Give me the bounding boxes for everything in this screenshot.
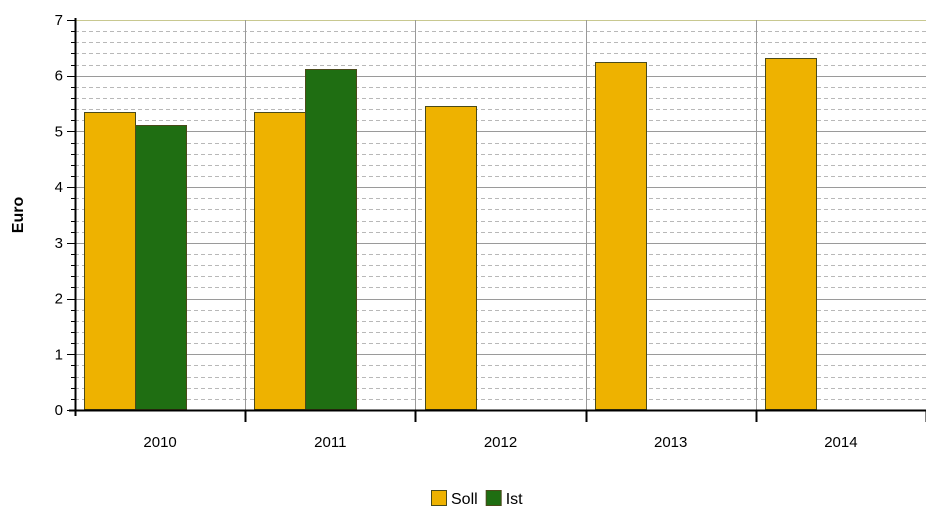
x-tick-label: 2011: [314, 434, 346, 451]
y-tick-label: 7: [55, 12, 63, 29]
axes: [67, 18, 926, 422]
y-tick-label: 4: [55, 179, 63, 196]
bar-soll-2011: [254, 112, 306, 410]
bars: [84, 58, 817, 410]
y-tick-label: 5: [55, 123, 63, 140]
y-axis-title: Euro: [10, 197, 27, 234]
bar-ist-2010: [135, 125, 187, 410]
legend: Soll Ist: [431, 490, 523, 508]
x-tick-label: 2014: [824, 434, 857, 451]
bar-soll-2014: [765, 58, 817, 410]
y-tick-label: 1: [55, 346, 63, 363]
legend-label-soll: Soll: [451, 491, 478, 508]
y-tick-label: 6: [55, 68, 63, 85]
y-tick-labels: 0 1 2 3 4 5 6 7: [55, 12, 63, 419]
legend-swatch-ist: [485, 490, 502, 506]
legend-label-ist: Ist: [506, 491, 523, 508]
y-tick-label: 3: [55, 235, 63, 252]
bar-soll-2013: [595, 62, 647, 410]
y-tick-label: 2: [55, 291, 63, 308]
y-tick-label: 0: [55, 402, 63, 419]
x-tick-label: 2012: [484, 434, 517, 451]
x-tick-label: 2013: [654, 434, 687, 451]
x-tick-labels: 2010 2011 2012 2013 2014: [143, 434, 857, 451]
bar-ist-2011: [305, 69, 357, 410]
x-tick-label: 2010: [143, 434, 176, 451]
legend-swatch-soll: [431, 490, 447, 506]
bar-soll-2012: [425, 106, 477, 410]
bar-soll-2010: [84, 112, 136, 410]
